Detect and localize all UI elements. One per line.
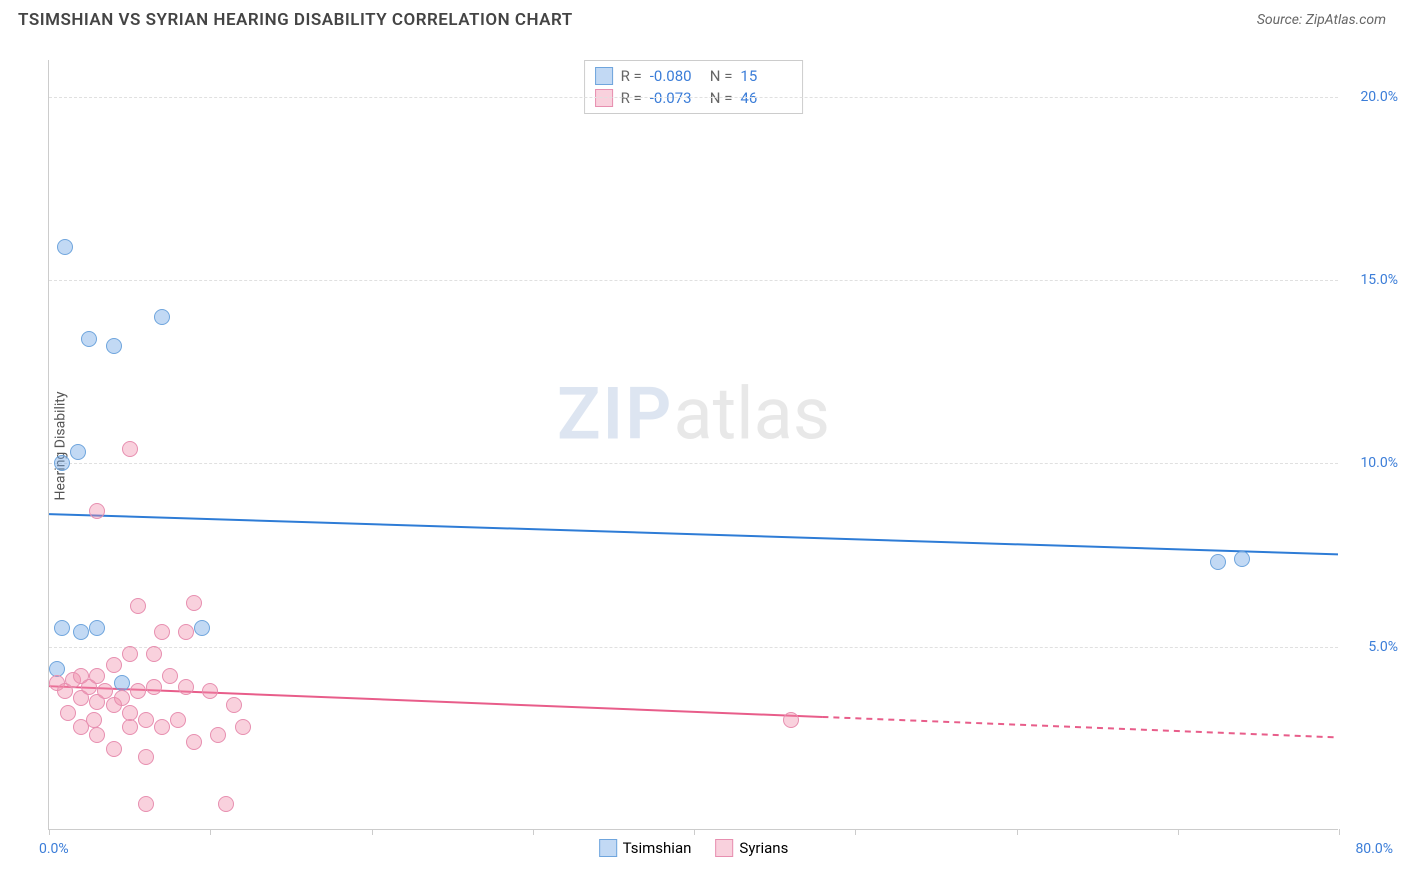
data-point [106,741,122,757]
data-point [154,309,170,325]
x-tick [372,829,373,835]
data-point [202,683,218,699]
header: TSIMSHIAN VS SYRIAN HEARING DISABILITY C… [0,0,1406,36]
data-point [130,598,146,614]
data-point [210,727,226,743]
gridline-h [49,280,1338,281]
x-tick [49,829,50,835]
data-point [89,620,105,636]
data-point [186,595,202,611]
data-point [226,697,242,713]
gridline-h [49,97,1338,98]
y-tick-label: 10.0% [1360,455,1398,471]
x-tick [855,829,856,835]
x-axis-max-label: 80.0% [1355,841,1393,857]
data-point [154,624,170,640]
data-point [57,239,73,255]
data-point [54,620,70,636]
legend-swatch-syrians [595,89,613,107]
data-point [162,668,178,684]
legend-row-tsimshian: R = -0.080 N = 15 [595,65,793,87]
data-point [146,679,162,695]
x-tick [694,829,695,835]
n-label: N = [710,67,733,85]
data-point [89,503,105,519]
r-value-tsimshian: -0.080 [650,67,702,85]
data-point [783,712,799,728]
data-point [235,719,251,735]
watermark-atlas: atlas [673,371,830,456]
y-tick-label: 15.0% [1360,272,1398,288]
x-tick [1017,829,1018,835]
legend-label-tsimshian: Tsimshian [623,839,692,857]
legend-swatch-tsimshian [595,67,613,85]
data-point [89,668,105,684]
y-tick-label: 5.0% [1368,639,1398,655]
watermark: ZIPatlas [557,371,830,456]
data-point [178,624,194,640]
data-point [114,690,130,706]
data-point [178,679,194,695]
data-point [138,796,154,812]
trend-lines-layer [49,60,1338,829]
legend-item-syrians: Syrians [715,839,788,857]
data-point [138,712,154,728]
source-attribution: Source: ZipAtlas.com [1257,12,1386,28]
data-point [89,727,105,743]
legend-label-syrians: Syrians [739,839,788,857]
data-point [70,444,86,460]
data-point [106,657,122,673]
legend-item-tsimshian: Tsimshian [599,839,692,857]
data-point [106,338,122,354]
chart-plot-area: ZIPatlas R = -0.080 N = 15 R = -0.073 N … [48,60,1338,830]
data-point [97,683,113,699]
r-label: R = [621,89,642,107]
x-tick [1339,829,1340,835]
n-value-syrians: 46 [740,89,792,107]
data-point [1210,554,1226,570]
y-tick-label: 20.0% [1360,89,1398,105]
x-tick [210,829,211,835]
data-point [186,734,202,750]
chart-title: TSIMSHIAN VS SYRIAN HEARING DISABILITY C… [18,10,573,30]
data-point [114,675,130,691]
gridline-h [49,647,1338,648]
r-label: R = [621,67,642,85]
data-point [130,683,146,699]
r-value-syrians: -0.073 [650,89,702,107]
data-point [194,620,210,636]
data-point [81,331,97,347]
data-point [138,749,154,765]
data-point [54,455,70,471]
data-point [122,646,138,662]
data-point [122,719,138,735]
legend-swatch-syrians [715,839,733,857]
data-point [122,441,138,457]
gridline-h [49,463,1338,464]
data-point [86,712,102,728]
data-point [122,705,138,721]
data-point [218,796,234,812]
n-value-tsimshian: 15 [740,67,792,85]
data-point [1234,551,1250,567]
legend-row-syrians: R = -0.073 N = 46 [595,87,793,109]
series-legend: Tsimshian Syrians [599,839,789,857]
data-point [170,712,186,728]
watermark-zip: ZIP [557,371,673,456]
data-point [146,646,162,662]
data-point [49,661,65,677]
data-point [60,705,76,721]
data-point [73,624,89,640]
legend-swatch-tsimshian [599,839,617,857]
x-tick [533,829,534,835]
x-tick [1178,829,1179,835]
n-label: N = [710,89,733,107]
x-axis-min-label: 0.0% [39,841,69,857]
data-point [154,719,170,735]
correlation-legend: R = -0.080 N = 15 R = -0.073 N = 46 [584,60,804,114]
